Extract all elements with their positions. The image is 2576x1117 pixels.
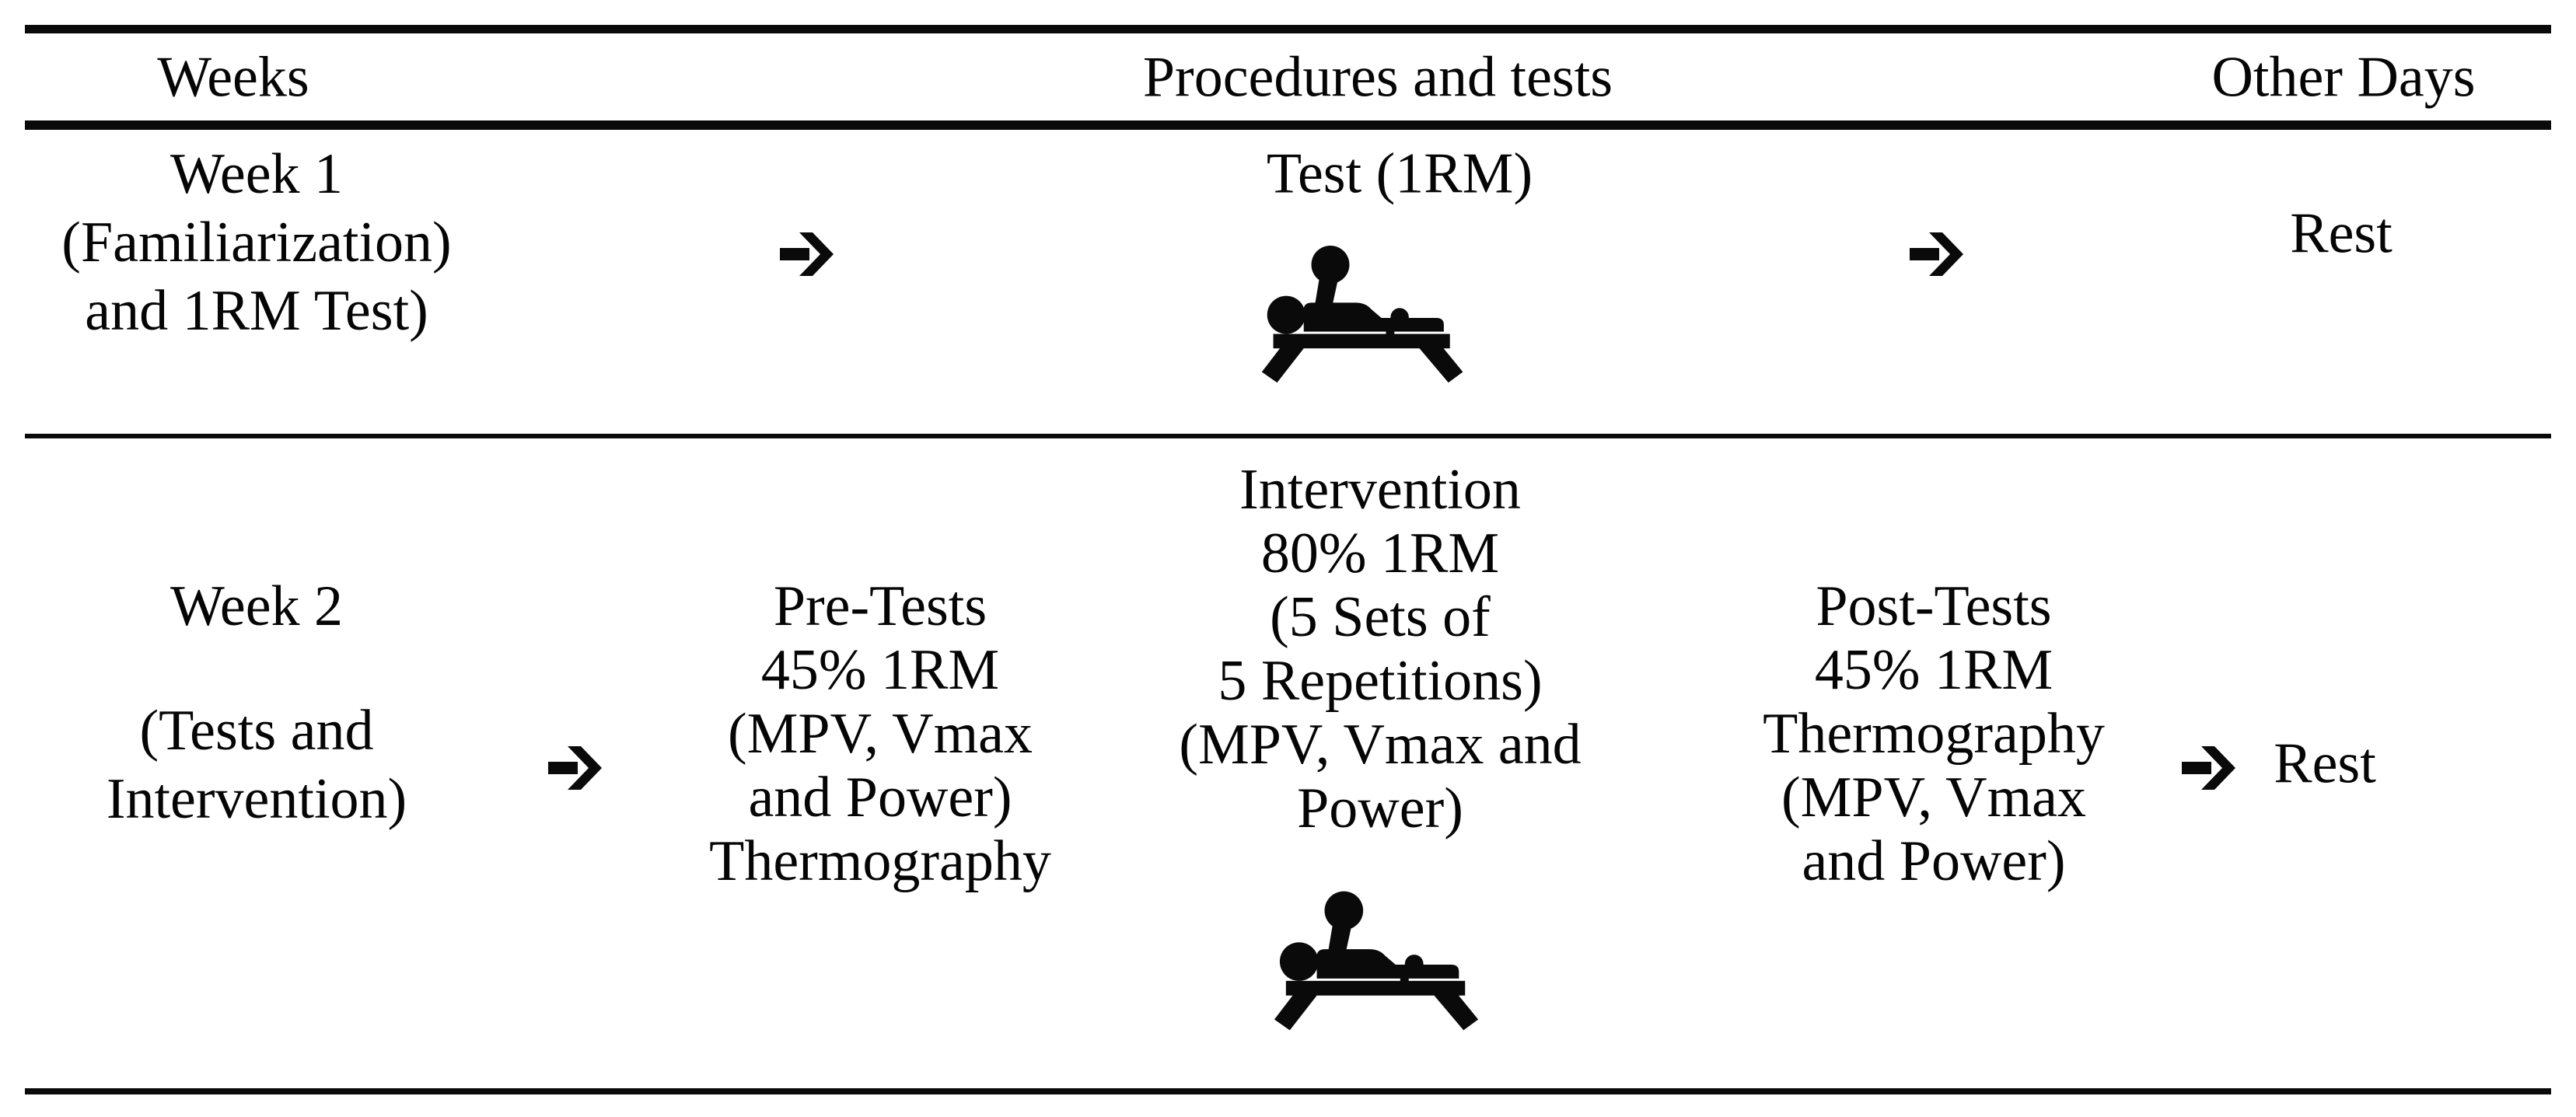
pre-tests-line: and Power) [748, 766, 1012, 829]
header-bottom-rule [25, 120, 2551, 130]
week2-line: (Tests and [139, 699, 374, 763]
rest-label: Rest [2274, 731, 2376, 796]
header-procedures: Procedures and tests [1142, 45, 1613, 110]
header-other-days: Other Days [2211, 45, 2476, 110]
bench-press-icon [1269, 889, 1493, 1042]
arrow-right-icon [779, 229, 834, 280]
arrow-right-icon [547, 742, 602, 794]
arrow-right-icon [2181, 742, 2235, 794]
test-1rm-title: Test (1RM) [1266, 141, 1533, 206]
table-bottom-rule [25, 1088, 2551, 1094]
table-top-rule [25, 25, 2551, 33]
post-tests-line: Thermography [1763, 702, 2105, 766]
pre-tests-block: Pre-Tests 45% 1RM (MPV, Vmax and Power) … [709, 574, 1051, 893]
header-weeks: Weeks [157, 45, 309, 110]
week1-line: Week 1 [170, 142, 344, 206]
post-tests-line: and Power) [1802, 829, 2066, 893]
week2-line: Intervention) [106, 767, 407, 831]
week1-line: (Familiarization) [61, 211, 452, 274]
post-tests-line: (MPV, Vmax [1781, 766, 2086, 829]
rest-label: Rest [2290, 201, 2392, 266]
pre-tests-line: 45% 1RM [760, 638, 1000, 702]
week2-line: Week 2 [170, 574, 344, 638]
pre-tests-line: Thermography [709, 829, 1051, 893]
pre-tests-line: Pre-Tests [773, 574, 987, 638]
post-tests-block: Post-Tests 45% 1RM Thermography (MPV, Vm… [1763, 574, 2105, 893]
intervention-line: Intervention [1239, 458, 1521, 522]
week1-label: Week 1 (Familiarization) and 1RM Test) [61, 140, 451, 345]
intervention-line: (MPV, Vmax and [1179, 713, 1582, 777]
intervention-line: (5 Sets of [1270, 585, 1491, 649]
week1-line: and 1RM Test) [85, 279, 428, 343]
pre-tests-line: (MPV, Vmax [727, 702, 1033, 766]
intervention-line: 5 Repetitions) [1218, 649, 1543, 713]
arrow-right-icon [1909, 229, 1963, 280]
bench-press-icon [1257, 244, 1477, 393]
post-tests-line: 45% 1RM [1814, 638, 2053, 702]
week2-label: Week 2 (Tests and Intervention) [107, 572, 407, 833]
intervention-block: Intervention 80% 1RM (5 Sets of 5 Repeti… [1179, 458, 1581, 840]
intervention-line: Power) [1297, 777, 1463, 840]
intervention-line: 80% 1RM [1260, 522, 1500, 585]
post-tests-line: Post-Tests [1816, 574, 2052, 638]
row-divider-rule [25, 434, 2551, 438]
